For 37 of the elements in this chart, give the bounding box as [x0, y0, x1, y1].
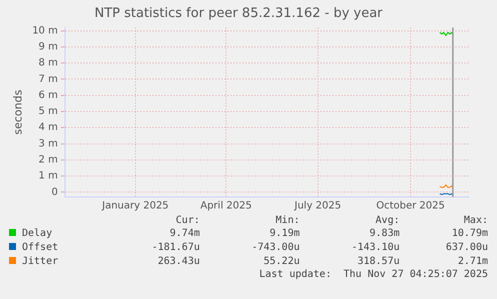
y-tick-label: 4 m	[38, 122, 58, 134]
text: 637.00u	[444, 241, 488, 255]
text: Last update: Thu Nov 27 04:25:07 2025	[258, 269, 488, 281]
legend-label: Offset	[21, 241, 60, 255]
text: -143.10u	[350, 241, 400, 255]
y-tick-label: 7 m	[38, 74, 58, 85]
y-tick-label: 3 m	[38, 138, 58, 150]
chart-title: NTP statistics for peer 85.2.31.162 - by year	[94, 6, 384, 22]
text: Max:	[462, 215, 488, 227]
text: 9.83m	[368, 227, 400, 241]
text: 9.19m	[268, 227, 300, 241]
text: 10.79m	[450, 227, 488, 241]
y-tick-label: 8 m	[38, 58, 58, 69]
y-tick-label: 2 m	[38, 154, 58, 166]
text: Avg:	[374, 215, 400, 227]
y-tick-label: 10 m	[32, 25, 58, 36]
text: Min:	[274, 215, 300, 227]
x-tick-label: April 2025	[200, 200, 252, 212]
y-axis-title: seconds	[11, 90, 24, 135]
text: -181.67u	[150, 241, 200, 255]
text: Cur:	[174, 215, 200, 227]
text: 263.43u	[156, 255, 200, 269]
y-tick-label: 9 m	[38, 42, 58, 53]
text: -743.00u	[250, 241, 300, 255]
y-tick-label: 5 m	[38, 106, 58, 118]
text: 9.74m	[168, 227, 200, 241]
x-tick-label: July 2025	[294, 200, 342, 212]
legend-label: Delay	[21, 227, 54, 241]
legend-label: Jitter	[21, 255, 60, 269]
text: 318.57u	[356, 255, 400, 269]
text: 2.71m	[456, 255, 488, 269]
x-tick-label: October 2025	[376, 200, 445, 212]
y-tick-label: 1 m	[38, 170, 58, 182]
text: 55.22u	[262, 255, 300, 269]
y-tick-label: 0	[51, 186, 58, 198]
y-tick-label: 6 m	[38, 90, 58, 101]
x-tick-label: January 2025	[101, 200, 169, 212]
